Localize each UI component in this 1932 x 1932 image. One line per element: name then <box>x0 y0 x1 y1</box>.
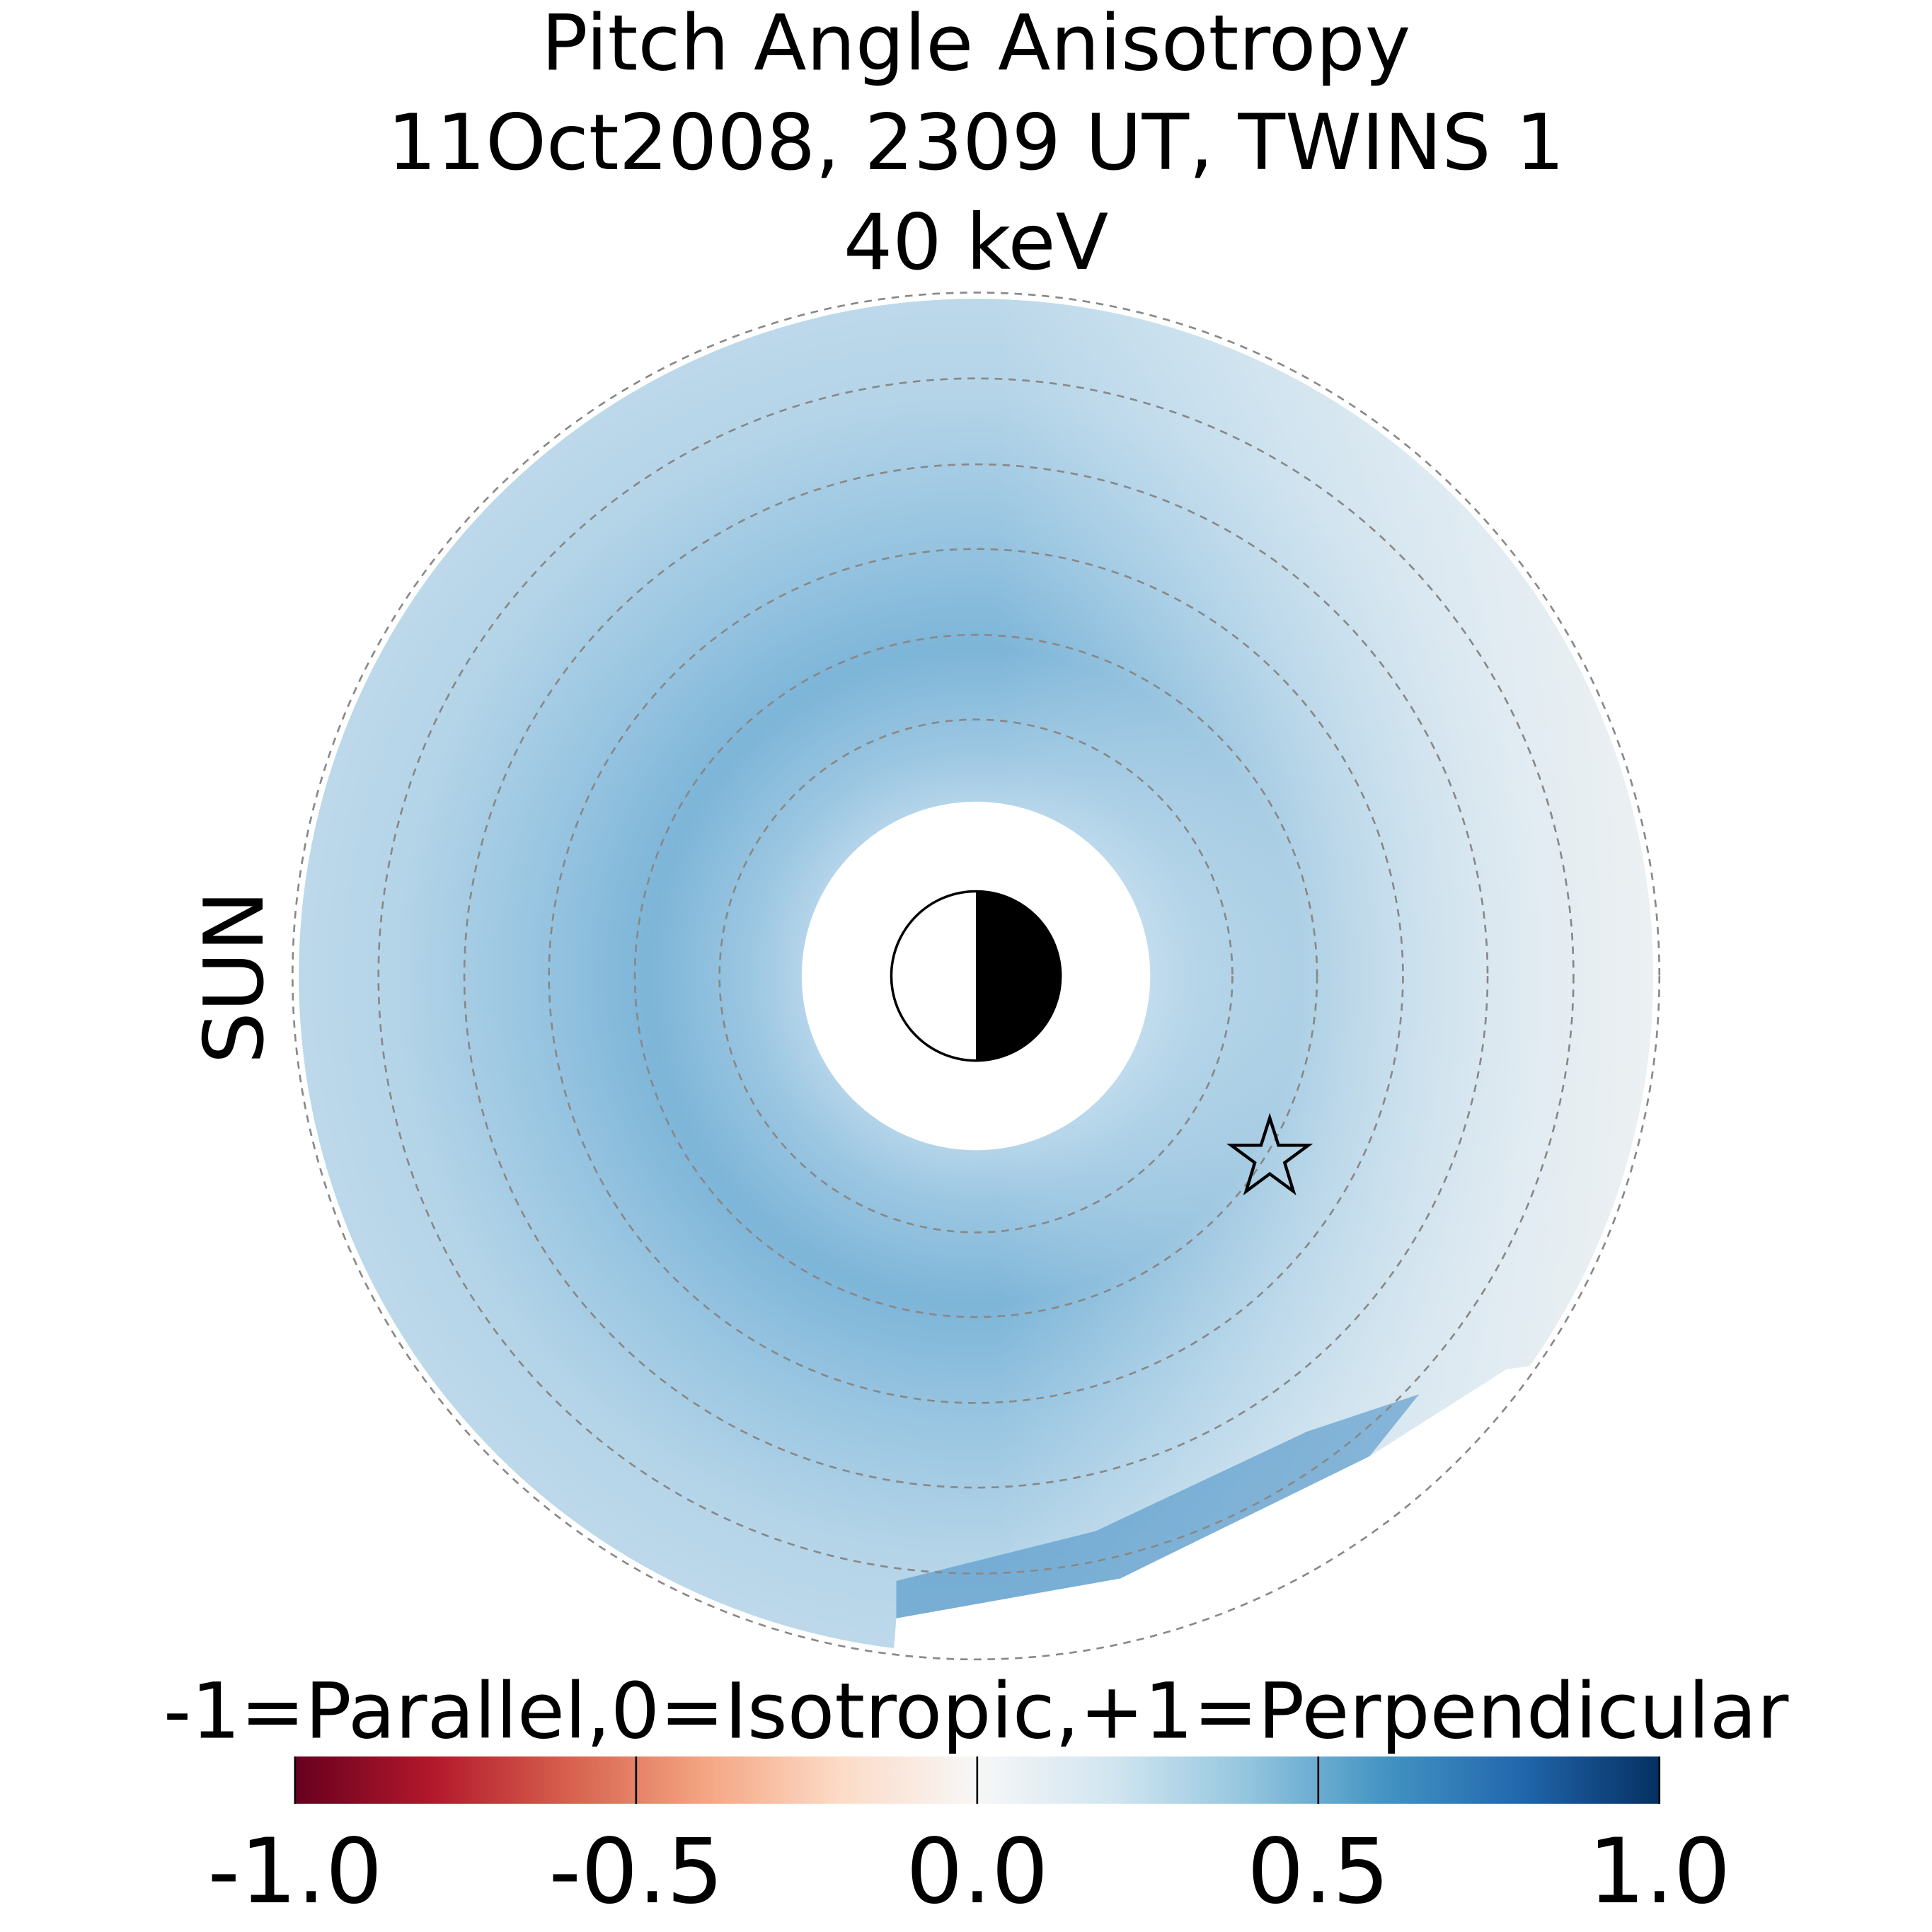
spacecraft-star <box>1226 1112 1313 1196</box>
colorbar-tick-label: 0.0 <box>906 1819 1048 1924</box>
title-line: Pitch Angle Anisotropy <box>541 0 1410 88</box>
colorbar-label: -1=Parallel,0=Isotropic,+1=Perpendicular <box>163 1667 1789 1756</box>
map-edge-band <box>896 1394 1420 1618</box>
colorbar-tick-label: 1.0 <box>1588 1819 1730 1924</box>
title-line: 11Oct2008, 2309 UT, TWINS 1 <box>387 98 1565 188</box>
range-rings <box>292 292 1661 1661</box>
colorbar-ticks: -1.0 -0.5 0.0 0.5 1.0 <box>207 1756 1730 1924</box>
colorbar-tick-label: -0.5 <box>548 1819 723 1924</box>
title-line: 40 keV <box>844 197 1108 287</box>
colorbar-tick-label: -1.0 <box>207 1819 382 1924</box>
colorbar-tick-label: 0.5 <box>1247 1819 1389 1924</box>
sun-label: SUN <box>187 890 282 1064</box>
earth-symbol <box>890 890 1062 1062</box>
